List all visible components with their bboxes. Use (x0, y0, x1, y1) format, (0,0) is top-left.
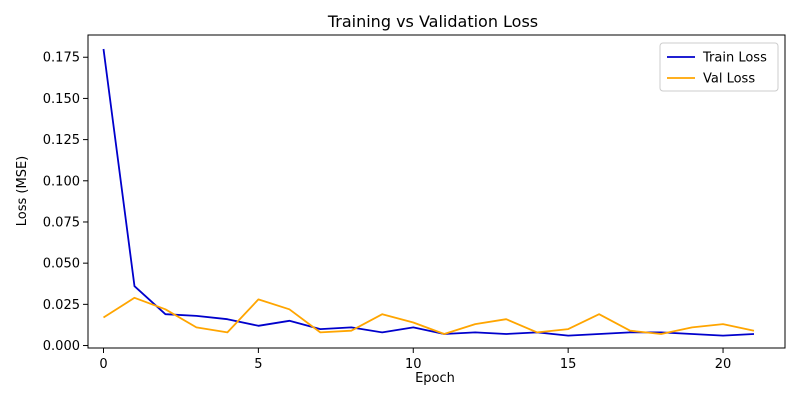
x-tick-label: 0 (99, 357, 107, 372)
y-tick-label: 0.050 (43, 257, 80, 272)
plot-area (87, 34, 786, 349)
x-axis-label: Epoch (415, 371, 455, 386)
x-tick-label: 15 (560, 357, 577, 372)
y-axis-label: Loss (MSE) (15, 156, 30, 226)
series-line-val-loss (103, 296, 755, 335)
y-tick-label: 0.075 (43, 215, 80, 230)
y-tick-label: 0.025 (43, 298, 80, 313)
y-tick-label: 0.125 (43, 133, 80, 148)
legend-label-train-loss: Train Loss (702, 51, 767, 66)
x-tick-label: 5 (254, 357, 262, 372)
x-tick-label: 20 (715, 357, 732, 372)
y-tick-label: 0.175 (43, 51, 80, 66)
legend-box (659, 42, 779, 92)
series-line-train-loss (102, 48, 755, 337)
x-tick-label: 10 (405, 357, 422, 372)
y-tick-label: 0.100 (43, 174, 80, 189)
x-axis: 0 5 10 15 20 (99, 348, 731, 372)
y-tick-label: 0.150 (43, 92, 80, 107)
chart-title: Training vs Validation Loss (327, 12, 538, 31)
legend: Train Loss Val Loss (659, 42, 779, 92)
y-axis: 0.000 0.025 0.050 0.075 0.100 0.125 0.150 0.175 (43, 51, 88, 354)
y-tick-label: 0.000 (43, 339, 80, 354)
legend-label-val-loss: Val Loss (703, 72, 755, 87)
series-layer (102, 48, 755, 337)
